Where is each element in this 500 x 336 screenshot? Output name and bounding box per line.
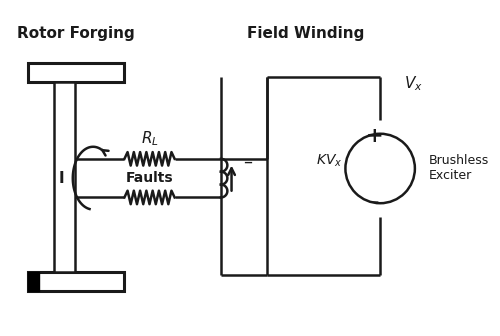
- Text: $KV_x$: $KV_x$: [316, 153, 342, 169]
- Circle shape: [346, 134, 415, 203]
- Text: –: –: [369, 192, 380, 212]
- Text: I: I: [59, 171, 64, 185]
- Bar: [54, 82, 74, 272]
- Text: +: +: [366, 126, 383, 146]
- Text: –: –: [243, 152, 252, 170]
- Bar: [28, 63, 124, 82]
- Text: $R_L$: $R_L$: [140, 129, 158, 148]
- Text: $V_x$: $V_x$: [404, 75, 423, 93]
- Text: Faults: Faults: [126, 171, 174, 185]
- Text: Field Winding: Field Winding: [246, 26, 364, 41]
- Bar: [28, 272, 38, 291]
- Bar: [28, 272, 124, 291]
- Text: Brushless
Exciter: Brushless Exciter: [428, 155, 488, 182]
- Text: Rotor Forging: Rotor Forging: [18, 26, 135, 41]
